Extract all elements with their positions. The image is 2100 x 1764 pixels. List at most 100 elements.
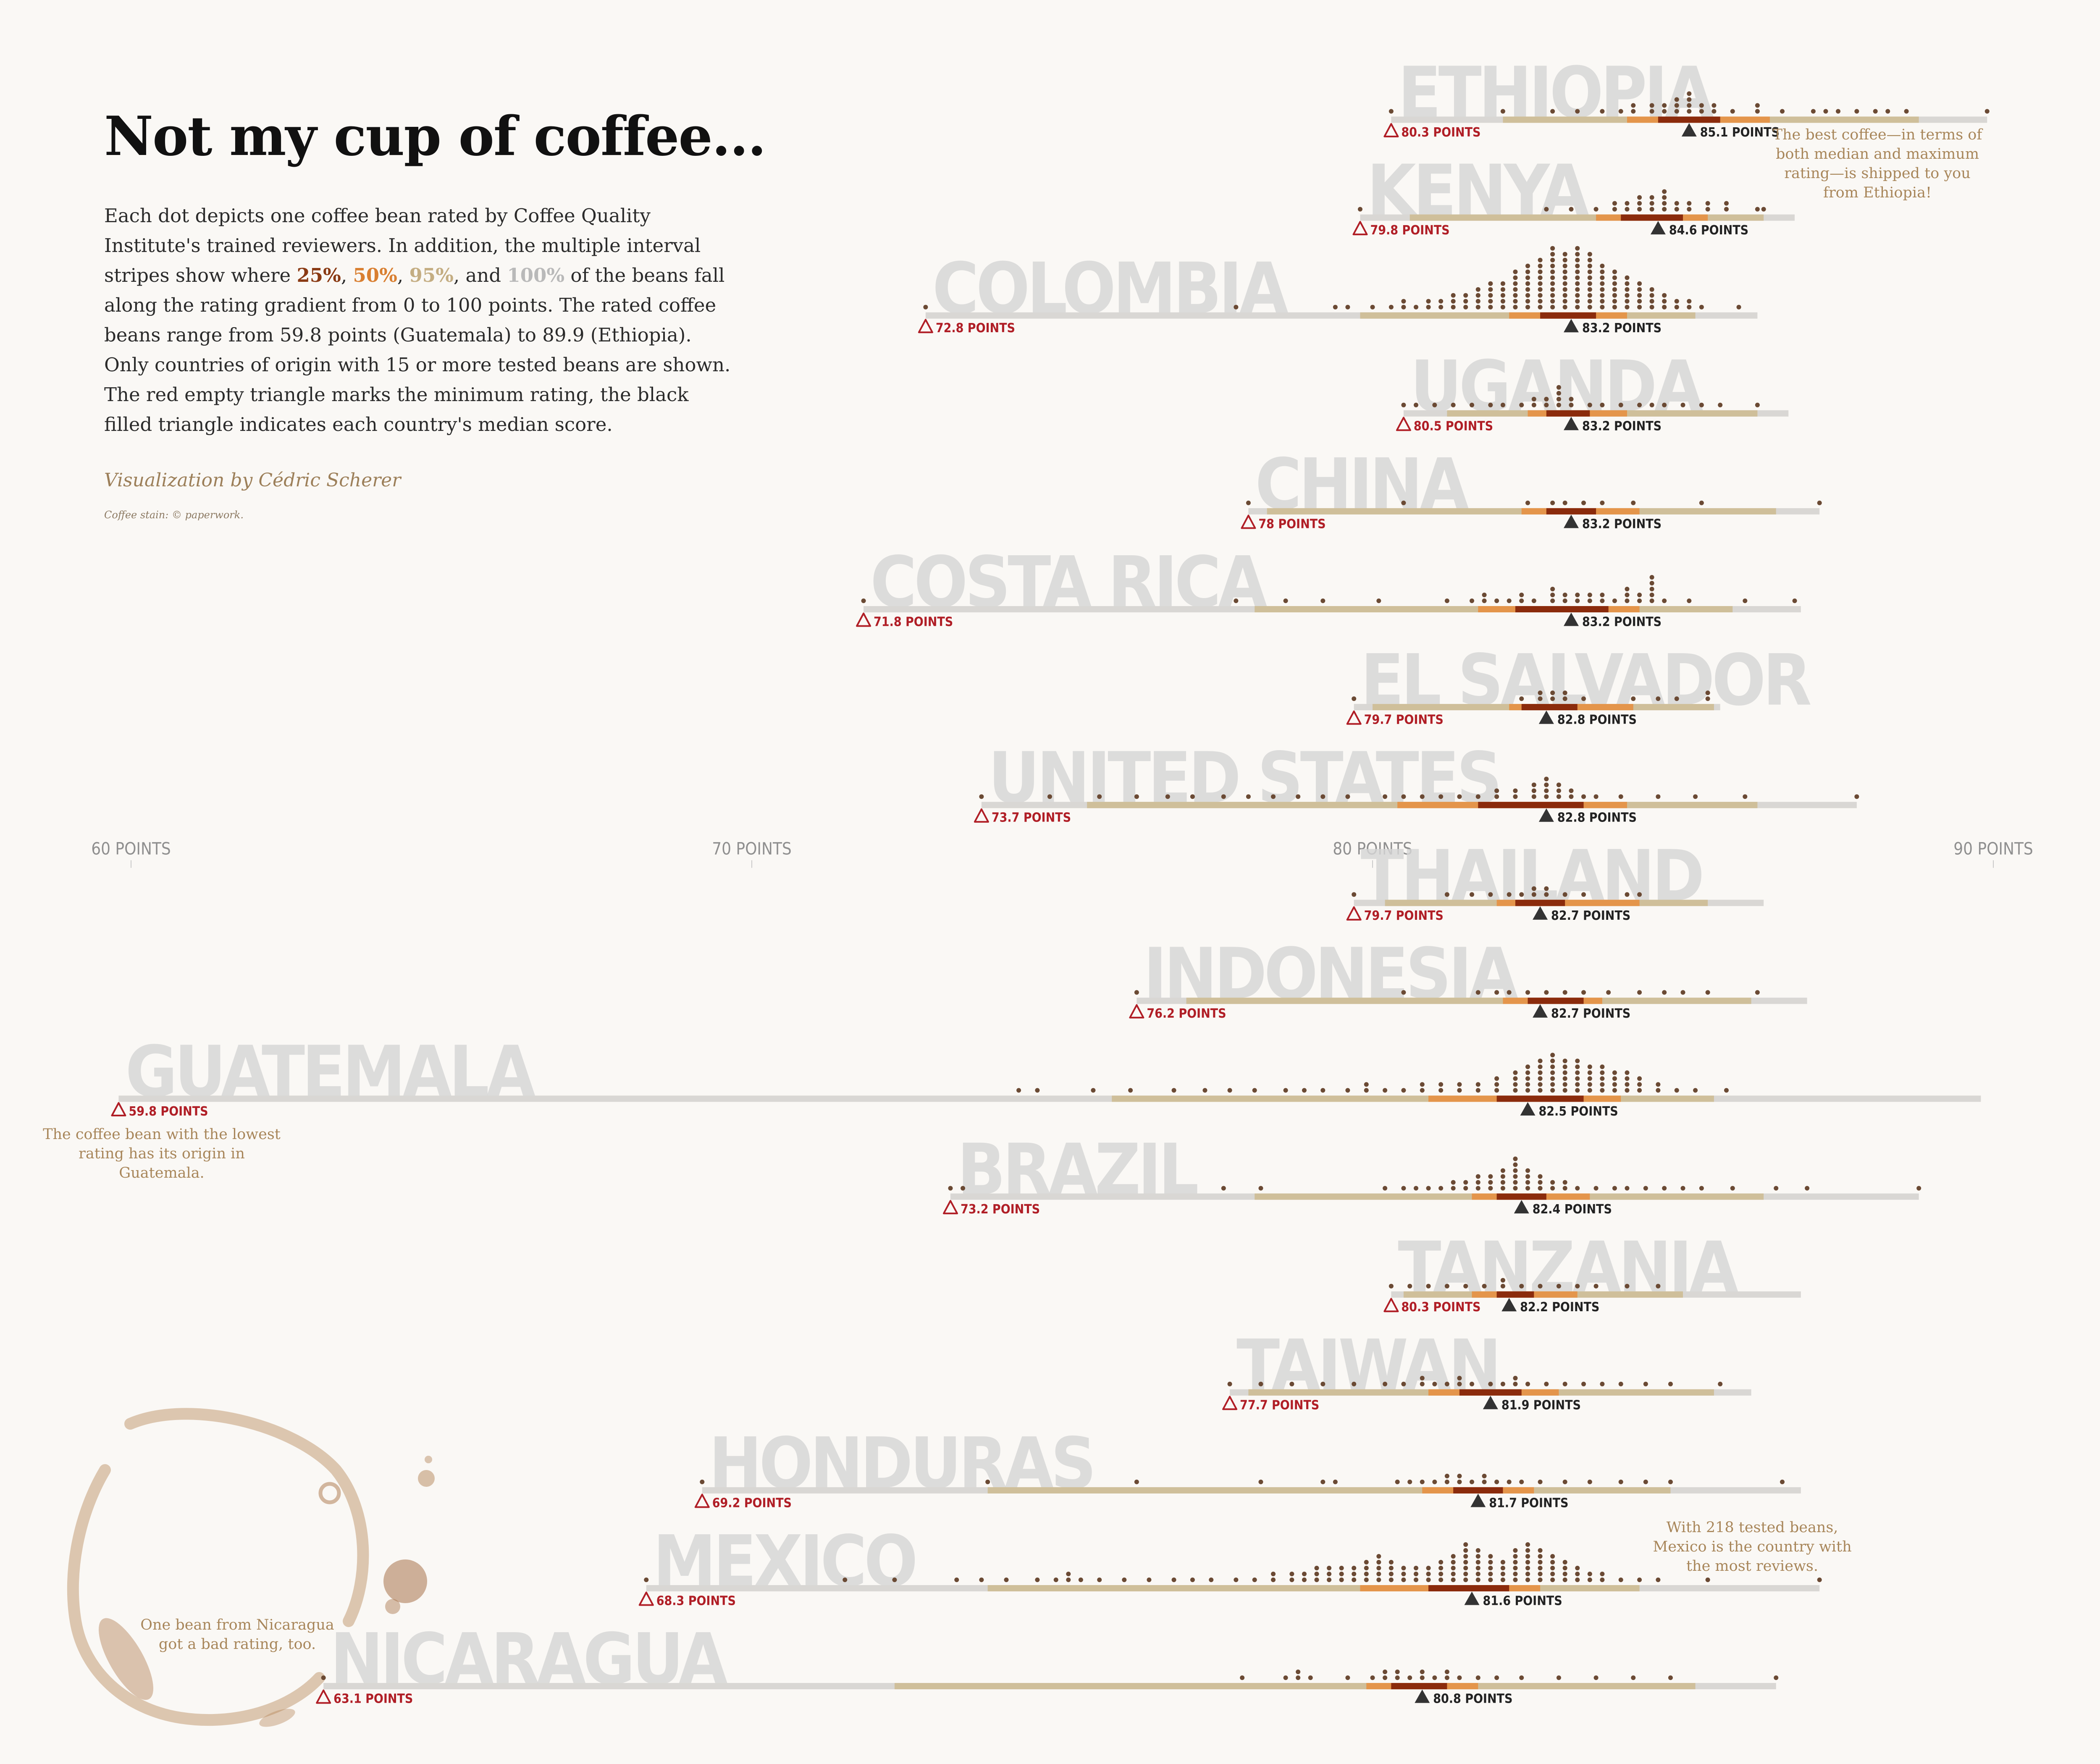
bean-dot	[1593, 1675, 1599, 1680]
bean-dot	[1438, 304, 1444, 310]
bean-dot	[1550, 1053, 1555, 1058]
bean-dot	[1712, 103, 1717, 108]
bean-dot	[1550, 1554, 1555, 1559]
min-marker	[111, 1102, 126, 1116]
bean-dot	[1550, 593, 1555, 597]
bean-dot	[1401, 1088, 1406, 1093]
legend-q25: 25%	[297, 264, 341, 286]
bean-dot	[1600, 593, 1605, 597]
bean-dot	[1538, 1082, 1543, 1087]
bean-dot	[1401, 500, 1406, 505]
bean-dot	[1401, 1381, 1406, 1386]
bean-dot	[1649, 304, 1654, 310]
description-sep: ,	[341, 264, 353, 286]
bean-dot	[1500, 109, 1505, 114]
min-label: 80.3 POINTS	[1401, 125, 1480, 140]
bean-dot	[1420, 1381, 1425, 1386]
bean-dot	[1562, 1088, 1567, 1093]
min-marker	[1396, 417, 1411, 431]
bean-dot	[1575, 269, 1580, 274]
bean-dot	[1569, 207, 1574, 212]
min-marker	[856, 612, 872, 627]
bean-dot	[1562, 1082, 1567, 1087]
bean-dot	[1370, 304, 1375, 310]
bean-dot	[1705, 690, 1710, 696]
bean-dot	[1451, 402, 1456, 407]
bean-dot	[1500, 1284, 1505, 1289]
bean-dot	[1475, 1174, 1480, 1179]
bean-dot	[1383, 794, 1388, 799]
min-marker	[638, 1591, 654, 1606]
median-label: 82.8 POINTS	[1557, 713, 1637, 727]
annotation-mexico: With 218 tested beans, Mexico is the coun…	[1653, 1519, 1851, 1575]
min-label: 79.7 POINTS	[1364, 908, 1444, 923]
bean-dot	[1544, 777, 1549, 782]
bean-dot	[1984, 109, 1990, 114]
bean-dot	[1513, 1082, 1518, 1087]
bean-dot	[1587, 257, 1592, 262]
median-marker	[1533, 906, 1548, 920]
bean-dot	[1662, 1186, 1667, 1191]
bean-dot	[1376, 1554, 1381, 1559]
bean-dot	[1035, 1578, 1040, 1582]
bean-dot	[1500, 304, 1505, 310]
bean-dot	[1513, 287, 1518, 292]
bean-dot	[1550, 598, 1555, 603]
bean-dot	[1258, 1479, 1263, 1484]
bean-dot	[1401, 402, 1406, 407]
bean-dot	[1562, 696, 1567, 701]
bean-dot	[1525, 299, 1530, 304]
bean-dot	[1625, 275, 1630, 280]
bean-dot	[1575, 1578, 1580, 1582]
bean-dot	[1401, 794, 1406, 799]
bean-dot	[1258, 1381, 1263, 1386]
bean-dot	[1463, 1180, 1468, 1185]
bean-dot	[1668, 1675, 1673, 1680]
bean-dot	[1916, 1186, 1922, 1191]
bean-dot	[1271, 794, 1276, 799]
min-label: 68.3 POINTS	[656, 1594, 736, 1609]
median-label: 82.7 POINTS	[1551, 908, 1630, 923]
bean-dot	[1401, 299, 1406, 304]
interval-25	[1621, 214, 1683, 221]
bean-dot	[1550, 1076, 1555, 1081]
bean-dot	[1562, 257, 1567, 262]
bean-dot	[1612, 299, 1617, 304]
bean-dot	[1587, 252, 1592, 257]
bean-dot	[1432, 1381, 1437, 1386]
bean-dot	[1016, 1088, 1021, 1093]
bean-dot	[1376, 1566, 1381, 1570]
bean-dot	[1438, 1578, 1444, 1582]
bean-dot	[1488, 1381, 1493, 1386]
bean-dot	[1308, 1675, 1313, 1680]
bean-dot	[1662, 207, 1667, 212]
bean-dot	[1500, 281, 1505, 286]
bean-dot	[1500, 1180, 1505, 1185]
bean-dot	[1562, 269, 1567, 274]
bean-dot	[1587, 593, 1592, 597]
bean-dot	[1649, 587, 1654, 591]
interval-25	[1496, 1291, 1534, 1298]
bean-dot	[1693, 1088, 1698, 1093]
bean-dot	[1550, 263, 1555, 268]
bean-dot	[1618, 109, 1623, 114]
bean-dot	[1550, 587, 1555, 591]
min-marker	[1383, 123, 1399, 137]
bean-dot	[1562, 990, 1567, 995]
bean-dot	[1637, 598, 1642, 603]
bean-dot	[1674, 299, 1679, 304]
bean-dot	[1538, 1578, 1543, 1582]
bean-dot	[1457, 794, 1462, 799]
x-tick-label: 90 POINTS	[1953, 839, 2033, 858]
bean-dot	[1525, 281, 1530, 286]
bean-dot	[1475, 287, 1480, 292]
bean-dot	[1271, 1578, 1276, 1582]
bean-dot	[1538, 293, 1543, 298]
bean-dot	[1420, 1082, 1425, 1087]
bean-dot	[1575, 1064, 1580, 1069]
bean-dot	[1463, 1548, 1468, 1553]
x-tick-label: 70 POINTS	[712, 839, 792, 858]
bean-dot	[1718, 1381, 1723, 1386]
bean-dot	[1475, 1572, 1480, 1576]
